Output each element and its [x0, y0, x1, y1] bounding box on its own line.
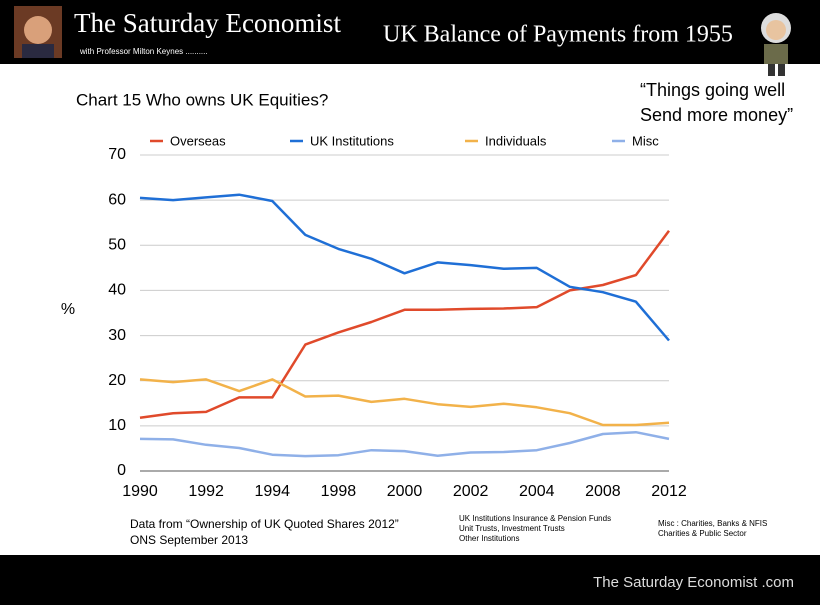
- footer-text: The Saturday Economist .com: [593, 574, 794, 591]
- institutions-note: UK Institutions Insurance & Pension Fund…: [459, 514, 611, 523]
- legend-label: Overseas: [170, 133, 226, 148]
- institutions-note: Other Institutions: [459, 534, 519, 543]
- chart-title: Chart 15 Who owns UK Equities?: [76, 90, 328, 109]
- professor-icon: [761, 13, 791, 76]
- y-axis-label: %: [61, 301, 75, 318]
- y-tick-label: 50: [108, 237, 126, 254]
- slide-title: UK Balance of Payments from 1955: [383, 22, 733, 48]
- y-tick-label: 10: [108, 417, 126, 434]
- y-tick-label: 0: [117, 462, 126, 479]
- x-tick-label: 1992: [188, 483, 224, 500]
- quote-line: “Things going well: [640, 80, 785, 100]
- header-band: [0, 0, 820, 64]
- series-line: [139, 378, 670, 427]
- series-line: [139, 193, 670, 342]
- x-tick-label: 2004: [519, 483, 555, 500]
- header-subtitle: with Professor Milton Keynes ..........: [79, 47, 208, 56]
- legend-label: UK Institutions: [310, 133, 394, 148]
- misc-note: Misc : Charities, Banks & NFIS: [658, 519, 767, 528]
- quote-line: Send more money”: [640, 105, 793, 125]
- y-tick-label: 30: [108, 327, 126, 344]
- misc-note: Charities & Public Sector: [658, 529, 747, 538]
- photo-icon: [14, 6, 62, 58]
- y-tick-label: 60: [108, 191, 126, 208]
- x-tick-label: 2002: [453, 483, 489, 500]
- legend-label: Misc: [632, 133, 659, 148]
- x-tick-label: 2008: [585, 483, 621, 500]
- x-tick-label: 2000: [387, 483, 423, 500]
- x-tick-label: 1994: [254, 483, 290, 500]
- y-tick-label: 20: [108, 372, 126, 389]
- x-tick-label: 1998: [321, 483, 357, 500]
- series-line: [139, 430, 670, 458]
- x-tick-label: 2012: [651, 483, 687, 500]
- header-title: The Saturday Economist: [74, 8, 341, 38]
- y-tick-label: 40: [108, 282, 126, 299]
- source-note: Data from “Ownership of UK Quoted Shares…: [130, 517, 399, 531]
- legend-label: Individuals: [485, 133, 547, 148]
- series-line: [139, 230, 671, 419]
- y-tick-label: 70: [108, 146, 126, 163]
- institutions-note: Unit Trusts, Investment Trusts: [459, 524, 565, 533]
- footer-band: [0, 555, 820, 605]
- x-tick-label: 1990: [122, 483, 158, 500]
- source-note: ONS September 2013: [130, 533, 248, 547]
